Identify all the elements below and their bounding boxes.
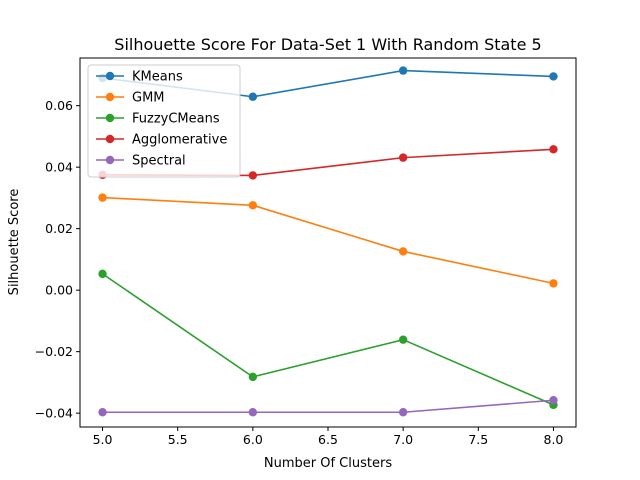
legend-swatch-marker-kmeans	[105, 71, 115, 81]
data-point-spectral	[248, 408, 258, 417]
chart-title: Silhouette Score For Data-Set 1 With Ran…	[114, 35, 541, 54]
x-axis-label: Number Of Clusters	[264, 456, 392, 471]
data-point-gmm	[248, 201, 258, 210]
y-axis-label: Silhouette Score	[7, 189, 22, 296]
legend: KMeans GMM FuzzyCMeans Agglomerative Spectra…	[87, 64, 241, 178]
x-tick-label: 8.0	[544, 432, 564, 447]
data-point-fuzzycmeans	[98, 269, 107, 279]
data-point-gmm	[549, 279, 558, 288]
legend-label-fuzzycmeans: FuzzyCMeans	[132, 112, 220, 127]
x-tick-label: 7.5	[468, 432, 488, 447]
legend-swatch-marker-spectral	[105, 155, 115, 165]
data-point-agglomerative	[398, 153, 408, 162]
data-point-kmeans	[549, 72, 558, 81]
legend-label-agglomerative: Agglomerative	[132, 133, 227, 148]
series-line-gmm	[102, 196, 554, 285]
y-tick-label: 0.02	[45, 221, 73, 236]
y-tick-label: −0.04	[35, 406, 73, 421]
y-tick-label: 0.04	[45, 160, 73, 175]
data-point-agglomerative	[248, 171, 258, 180]
data-point-spectral	[98, 408, 107, 417]
data-point-kmeans	[248, 92, 258, 101]
data-point-spectral	[398, 408, 408, 417]
data-point-gmm	[398, 247, 408, 256]
data-point-kmeans	[398, 66, 408, 75]
legend-swatch-marker-fuzzycmeans	[105, 113, 115, 123]
x-tick-label: 6.0	[243, 432, 263, 447]
legend-box	[87, 64, 241, 178]
legend-label-spectral: Spectral	[132, 154, 186, 169]
data-point-fuzzycmeans	[398, 335, 408, 344]
y-tick-label: −0.02	[35, 344, 73, 359]
data-point-gmm	[98, 193, 107, 202]
legend-swatch-marker-agglomerative	[105, 134, 115, 144]
y-tick-label: 0.06	[45, 98, 73, 113]
x-tick-label: 7.0	[393, 432, 413, 447]
series-line-fuzzycmeans	[102, 273, 554, 406]
legend-label-gmm: GMM	[132, 91, 165, 106]
data-point-spectral	[549, 396, 558, 405]
y-tick-label: 0.00	[45, 283, 73, 298]
legend-swatch-marker-gmm	[105, 92, 115, 102]
x-tick-label: 6.5	[318, 432, 338, 447]
data-point-agglomerative	[549, 145, 558, 154]
data-point-fuzzycmeans	[248, 372, 258, 382]
axis-ticks: 5.0 5.5 6.0 6.5 7.0 7.5 8.0 −0.04 −0.02 0.00 0.02 0…	[35, 98, 564, 447]
x-tick-label: 5.5	[168, 432, 188, 447]
legend-label-kmeans: KMeans	[132, 70, 183, 85]
x-tick-label: 5.0	[93, 432, 113, 447]
series-line-spectral	[102, 399, 554, 414]
